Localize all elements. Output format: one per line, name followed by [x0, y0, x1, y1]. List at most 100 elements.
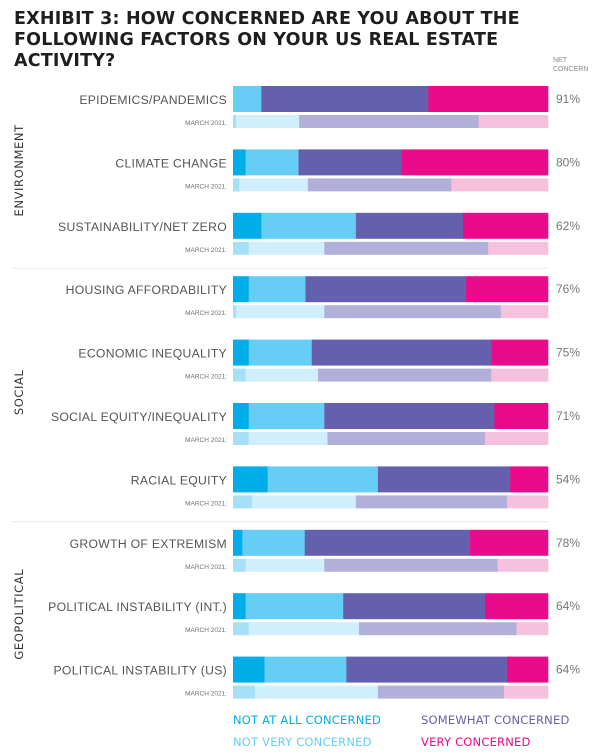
bar-2021-social-equity-inequality-seg-1	[248, 432, 328, 445]
bar-2021-epidemics-pandemics-seg-3	[478, 115, 549, 128]
bar-2021-growth-of-extremism-seg-3	[497, 558, 549, 572]
row-label-climate-change: CLIMATE CHANGE	[115, 156, 227, 170]
bar-housing-affordability-seg-1	[248, 276, 306, 303]
bar-2021-sustainability-net-zero-seg-1	[248, 241, 325, 255]
bar-2021-housing-affordability-seg-3	[500, 305, 549, 319]
bar-2021-social-equity-inequality-seg-3	[485, 432, 549, 445]
bar-epidemics-pandemics-seg-2	[261, 86, 429, 112]
bar-2021-sustainability-net-zero-seg-0	[233, 241, 250, 255]
row-label-racial-equity: RACIAL EQUITY	[131, 473, 227, 487]
bar-2021-climate-change-seg-0	[233, 178, 240, 192]
bar-2021-housing-affordability-seg-0	[233, 305, 237, 319]
march-2021-label: MARCH 2021:	[185, 500, 227, 507]
bar-racial-equity-seg-3	[510, 466, 549, 493]
march-2021-label: MARCH 2021:	[185, 374, 227, 381]
bar-political-instability-int-seg-3	[485, 593, 549, 620]
net-value-climate-change: 80%	[556, 155, 580, 169]
bar-climate-change-seg-2	[298, 149, 402, 176]
bar-racial-equity-seg-1	[267, 466, 379, 493]
bar-2021-racial-equity-seg-0	[233, 495, 253, 509]
bar-2021-climate-change-seg-1	[239, 178, 309, 192]
bar-climate-change-seg-1	[245, 149, 299, 176]
bar-housing-affordability-seg-2	[305, 276, 467, 303]
bar-social-equity-inequality-seg-3	[494, 403, 549, 429]
bar-political-instability-us-seg-1	[264, 656, 347, 683]
bar-housing-affordability-seg-0	[233, 276, 250, 303]
bar-growth-of-extremism-seg-3	[470, 529, 549, 556]
bar-2021-economic-inequality-seg-0	[233, 368, 246, 382]
net-value-political-instability-int: 64%	[556, 599, 580, 613]
march-2021-label: MARCH 2021:	[185, 627, 227, 634]
chart-title: EXHIBIT 3: HOW CONCERNED ARE YOU ABOUT T…	[14, 9, 520, 71]
bar-2021-political-instability-int-seg-2	[359, 622, 517, 636]
bar-epidemics-pandemics-seg-1	[233, 86, 262, 112]
march-2021-label: MARCH 2021:	[185, 691, 227, 698]
bar-social-equity-inequality-seg-2	[324, 403, 495, 429]
legend-item-not-at-all-concerned: NOT AT ALL CONCERNED	[233, 713, 382, 727]
bar-2021-political-instability-us-seg-2	[377, 685, 505, 699]
march-2021-label: MARCH 2021:	[185, 120, 227, 127]
net-value-social-equity-inequality: 71%	[556, 409, 580, 423]
bar-2021-epidemics-pandemics-seg-2	[299, 115, 479, 128]
row-label-social-equity-inequality: SOCIAL EQUITY/INEQUALITY	[51, 410, 227, 424]
bar-growth-of-extremism-seg-2	[304, 529, 471, 556]
row-label-political-instability-us: POLITICAL INSTABILITY (US)	[54, 664, 228, 678]
group-label-social: SOCIAL	[12, 369, 26, 415]
bar-economic-inequality-seg-0	[233, 339, 250, 366]
bar-sustainability-net-zero-seg-0	[233, 212, 262, 239]
bar-2021-racial-equity-seg-3	[507, 495, 549, 509]
bar-2021-political-instability-int-seg-0	[233, 622, 250, 636]
bar-racial-equity-seg-2	[377, 466, 511, 493]
bar-political-instability-us-seg-2	[346, 656, 508, 683]
net-value-growth-of-extremism: 78%	[556, 536, 580, 550]
group-label-geopolitical: GEOPOLITICAL	[12, 569, 26, 660]
bar-social-equity-inequality-seg-1	[248, 403, 325, 429]
net-value-housing-affordability: 76%	[556, 282, 580, 296]
net-value-racial-equity: 54%	[556, 472, 580, 486]
march-2021-label: MARCH 2021:	[185, 437, 227, 444]
bar-economic-inequality-seg-2	[311, 339, 492, 366]
bar-2021-social-equity-inequality-seg-2	[327, 432, 486, 445]
bar-social-equity-inequality-seg-0	[233, 403, 250, 429]
row-label-epidemics-pandemics: EPIDEMICS/PANDEMICS	[79, 93, 227, 107]
bar-2021-economic-inequality-seg-3	[491, 368, 549, 382]
bar-2021-political-instability-us-seg-0	[233, 685, 256, 699]
net-concern-header: NET CONCERN	[553, 57, 589, 73]
stacked-bar-chart: EPIDEMICS/PANDEMICS MARCH 2021: 91% CLIMATE…	[12, 86, 580, 699]
bar-epidemics-pandemics-seg-3	[428, 86, 549, 112]
row-label-housing-affordability: HOUSING AFFORDABILITY	[66, 283, 227, 297]
row-label-growth-of-extremism: GROWTH OF EXTREMISM	[70, 537, 227, 551]
bar-2021-epidemics-pandemics-seg-0	[233, 115, 237, 128]
march-2021-label: MARCH 2021:	[185, 310, 227, 317]
bar-2021-social-equity-inequality-seg-0	[233, 432, 250, 445]
bar-climate-change-seg-3	[401, 149, 549, 176]
legend-item-somewhat-concerned: SOMEWHAT CONCERNED	[421, 713, 570, 727]
bar-racial-equity-seg-0	[233, 466, 268, 493]
bar-2021-political-instability-us-seg-3	[503, 685, 549, 699]
bar-2021-political-instability-us-seg-1	[255, 685, 379, 699]
bar-political-instability-int-seg-0	[233, 593, 246, 620]
bar-2021-growth-of-extremism-seg-0	[233, 558, 246, 572]
bar-2021-housing-affordability-seg-2	[324, 305, 502, 319]
bar-2021-growth-of-extremism-seg-1	[245, 558, 325, 572]
bar-political-instability-int-seg-2	[343, 593, 486, 620]
bar-housing-affordability-seg-3	[466, 276, 549, 303]
bar-2021-sustainability-net-zero-seg-2	[324, 241, 489, 255]
bar-sustainability-net-zero-seg-3	[462, 212, 549, 239]
march-2021-label: MARCH 2021:	[185, 247, 227, 254]
bar-2021-epidemics-pandemics-seg-1	[236, 115, 300, 128]
march-2021-label: MARCH 2021:	[185, 183, 227, 190]
legend-item-very-concerned: VERY CONCERNED	[421, 735, 531, 749]
net-value-sustainability-net-zero: 62%	[556, 219, 580, 233]
bar-2021-housing-affordability-seg-1	[236, 305, 325, 319]
bar-political-instability-us-seg-0	[233, 656, 265, 683]
row-label-political-instability-int: POLITICAL INSTABILITY (INT.)	[48, 600, 227, 614]
bar-climate-change-seg-0	[233, 149, 246, 176]
bar-2021-growth-of-extremism-seg-2	[324, 558, 498, 572]
bar-2021-political-instability-int-seg-3	[516, 622, 549, 636]
bar-2021-economic-inequality-seg-2	[318, 368, 492, 382]
bar-2021-racial-equity-seg-2	[355, 495, 508, 509]
bar-2021-political-instability-int-seg-1	[248, 622, 360, 636]
bar-2021-climate-change-seg-2	[307, 178, 452, 192]
bar-economic-inequality-seg-1	[248, 339, 313, 366]
